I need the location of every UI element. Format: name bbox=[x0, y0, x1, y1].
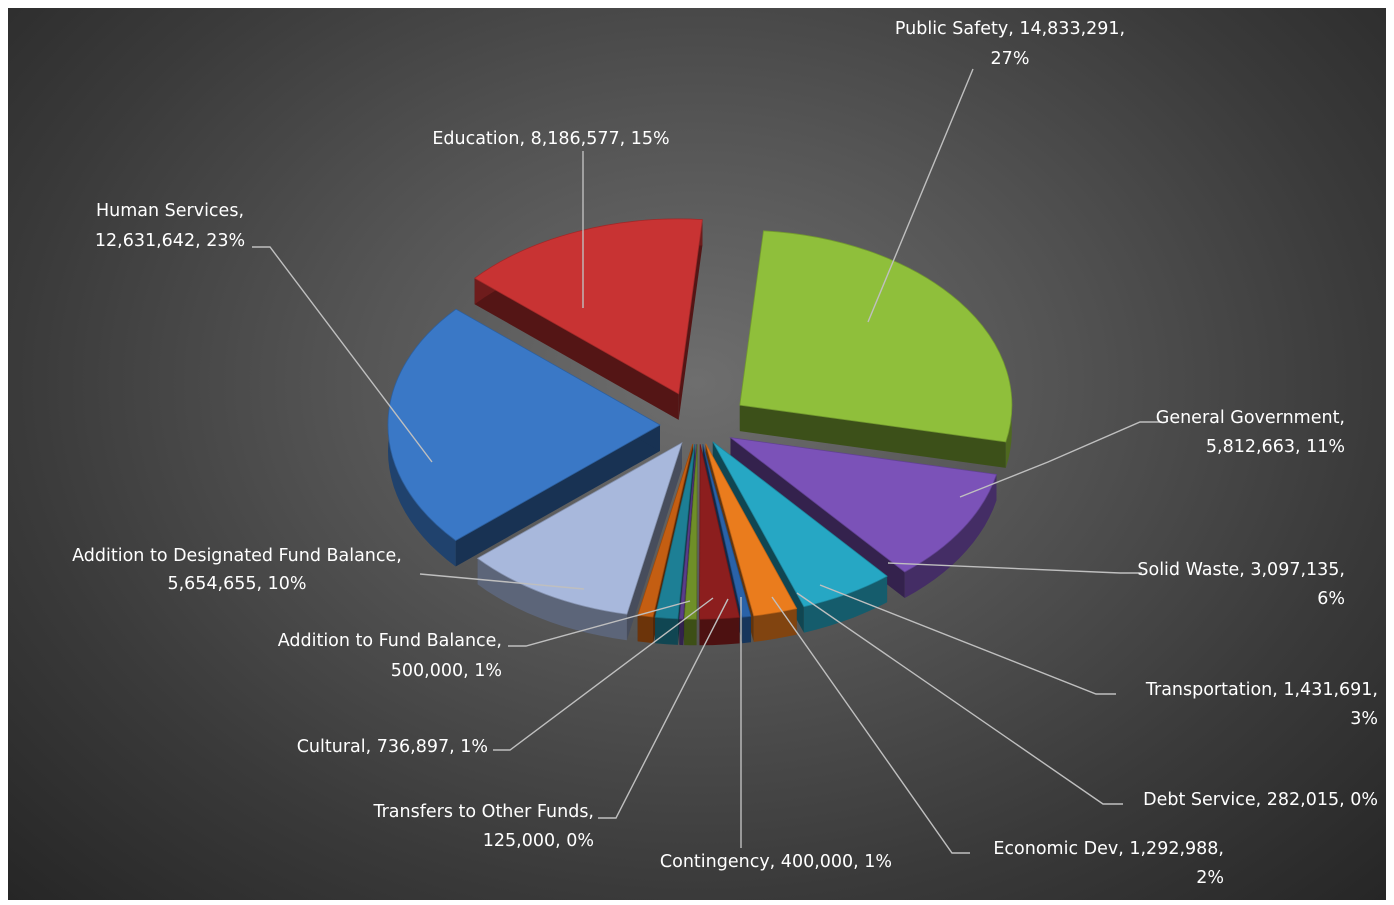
data-label-value-addition-to-designated-fund-balance: 5,654,655, 10% bbox=[167, 574, 306, 594]
slice-general-government bbox=[729, 437, 998, 573]
data-label-addition-to-fund-balance: Addition to Fund Balance, bbox=[278, 631, 502, 651]
slice-transportation bbox=[705, 443, 798, 617]
data-label-contingency: Contingency, 400,000, 1% bbox=[660, 852, 892, 872]
data-label-addition-to-designated-fund-balance: Addition to Designated Fund Balance, bbox=[72, 546, 402, 566]
slice-outer-wall-cultural bbox=[655, 617, 678, 645]
leader-line-general-government bbox=[959, 421, 1162, 498]
data-label-debt-service: Debt Service, 282,015, 0% bbox=[1143, 790, 1378, 810]
data-label-transfers-to-other-funds: Transfers to Other Funds, bbox=[372, 802, 594, 822]
slice-side-wall-human-services bbox=[455, 424, 660, 567]
data-label-transportation: Transportation, 1,431,691, bbox=[1145, 680, 1378, 700]
data-label-value-human-services: 12,631,642, 23% bbox=[95, 231, 245, 251]
slice-outer-wall-addition-to-fund-balance bbox=[637, 615, 653, 644]
slice-economic-dev bbox=[699, 444, 740, 620]
slice-addition-to-designated-fund-balance bbox=[476, 441, 683, 615]
slice-debt-service bbox=[702, 443, 752, 618]
data-label-value-general-government: 5,812,663, 11% bbox=[1206, 437, 1345, 457]
slice-public-safety bbox=[739, 230, 1013, 443]
leader-line-public-safety bbox=[867, 68, 974, 323]
data-label-general-government: General Government, bbox=[1156, 408, 1345, 428]
leader-line-addition-to-designated-fund-balance bbox=[419, 573, 585, 590]
leader-line-solid-waste bbox=[887, 562, 1142, 574]
data-label-value-addition-to-fund-balance: 500,000, 1% bbox=[391, 661, 502, 681]
slice-outer-wall-economic-dev bbox=[699, 617, 740, 646]
leader-line-debt-service bbox=[796, 592, 1123, 805]
data-label-solid-waste: Solid Waste, 3,097,135, bbox=[1137, 560, 1345, 580]
slice-outer-wall-addition-to-designated-fund-balance bbox=[477, 558, 627, 641]
data-label-value-transportation: 3% bbox=[1350, 709, 1378, 729]
slice-outer-wall-solid-waste bbox=[803, 576, 888, 633]
data-label-cultural: Cultural, 736,897, 1% bbox=[297, 737, 488, 757]
slice-outer-wall-debt-service bbox=[742, 616, 751, 644]
data-label-value-solid-waste: 6% bbox=[1317, 589, 1345, 609]
leader-line-transportation bbox=[819, 584, 1116, 695]
data-label-economic-dev: Economic Dev, 1,292,988, bbox=[993, 839, 1224, 859]
data-label-education: Education, 8,186,577, 15% bbox=[432, 129, 669, 149]
leader-line-economic-dev bbox=[771, 596, 970, 854]
slice-cultural bbox=[654, 444, 696, 620]
data-label-value-public-safety: 27% bbox=[991, 49, 1030, 69]
leader-line-addition-to-fund-balance bbox=[508, 600, 691, 647]
slice-outer-wall-transfers-to-other-funds bbox=[679, 618, 684, 646]
leader-line-human-services bbox=[252, 246, 433, 463]
leader-line-transfers-to-other-funds bbox=[598, 598, 729, 819]
slice-education bbox=[473, 218, 703, 395]
slice-outer-wall-contingency bbox=[684, 619, 697, 646]
slice-side-wall-addition-to-designated-fund-balance bbox=[626, 442, 682, 641]
data-label-value-economic-dev: 2% bbox=[1196, 868, 1224, 888]
slice-side-wall-education bbox=[474, 278, 679, 420]
data-label-value-transfers-to-other-funds: 125,000, 0% bbox=[483, 831, 594, 851]
slice-transfers-to-other-funds bbox=[678, 444, 697, 620]
leader-line-cultural bbox=[493, 597, 714, 751]
slice-side-wall-education bbox=[678, 219, 703, 420]
slice-solid-waste bbox=[712, 441, 888, 608]
slice-outer-wall-general-government bbox=[904, 474, 997, 598]
slice-human-services bbox=[387, 308, 661, 541]
slice-side-wall-public-safety bbox=[739, 405, 1006, 468]
data-label-public-safety: Public Safety, 14,833,291, bbox=[895, 19, 1125, 39]
data-label-human-services: Human Services, bbox=[96, 201, 244, 221]
